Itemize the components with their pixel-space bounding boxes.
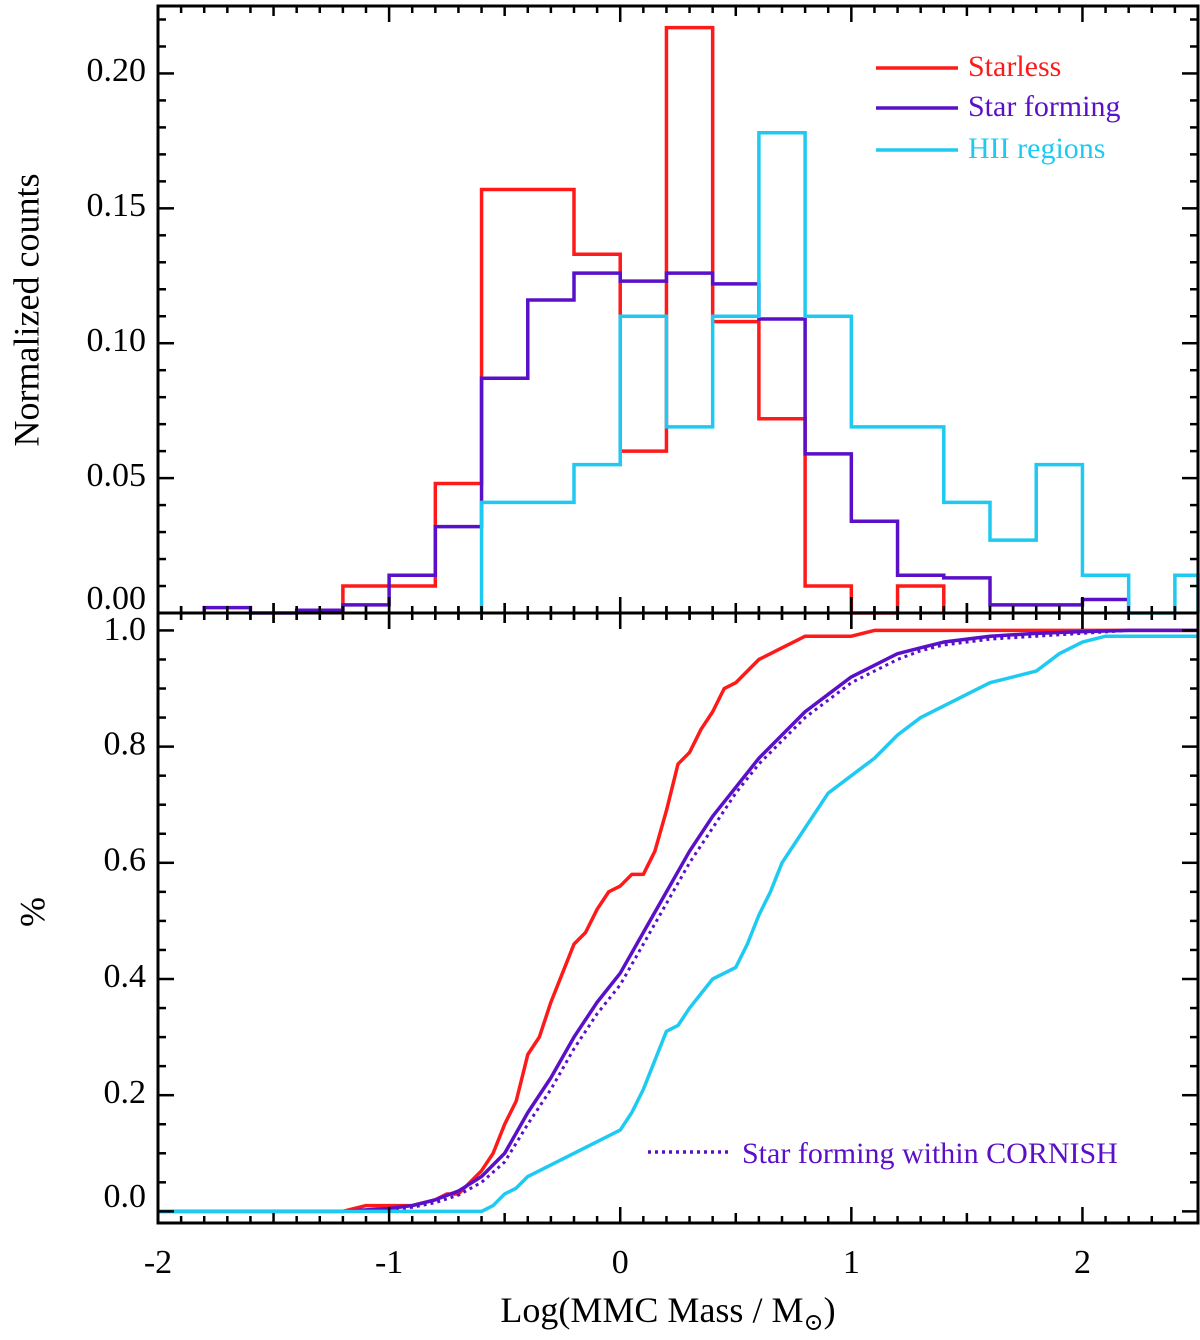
bottom-y-tick-label: 0.6: [104, 842, 147, 879]
bottom-y-tick-label: 1.0: [104, 611, 147, 648]
top-y-axis-title: Normalized counts: [6, 174, 46, 447]
top-y-tick-label: 0.10: [87, 322, 147, 359]
top-legend: Starless Star forming HII regions: [876, 50, 1120, 165]
x-axis-title-sun-symbol: ⊙: [803, 1310, 823, 1336]
bottom-cumulative-series: [158, 628, 1198, 1214]
legend-label-cornish: Star forming within CORNISH: [742, 1137, 1118, 1170]
legend-label-star-forming: Star forming: [968, 90, 1120, 123]
bottom-y-tick-label: 0.0: [104, 1178, 147, 1215]
legend-label-starless: Starless: [968, 50, 1061, 83]
x-tick-label: -1: [375, 1244, 403, 1281]
cumulative-line-star-forming-within-cornish: [158, 628, 1198, 1213]
histogram-hii-regions: [479, 131, 1200, 615]
legend-label-hii-regions: HII regions: [968, 132, 1105, 165]
axis-tick-labels: 0.00 0.05 0.10 0.15 0.20 0.0 0.2 0.4 0.6 0.8 1.0 -2…: [87, 52, 1091, 1281]
x-axis-title: Log(MMC Mass / M⊙): [500, 1290, 835, 1336]
x-tick-label: 2: [1074, 1244, 1091, 1281]
x-axis-title-close: ): [824, 1290, 836, 1330]
bottom-y-tick-label: 0.8: [104, 725, 147, 762]
histogram-starless: [341, 25, 946, 615]
x-axis-title-main: Log(MMC Mass / M: [500, 1290, 803, 1330]
bottom-y-tick-label: 0.4: [104, 958, 147, 995]
x-tick-label: 1: [843, 1244, 860, 1281]
bottom-legend: Star forming within CORNISH: [648, 1137, 1118, 1170]
top-y-tick-label: 0.20: [87, 52, 147, 89]
bottom-panel-frame: [156, 611, 1200, 1225]
bottom-y-axis-title: %: [12, 897, 52, 927]
x-tick-label: 0: [612, 1244, 629, 1281]
top-y-tick-label: 0.15: [87, 187, 147, 224]
top-y-tick-label: 0.00: [87, 580, 147, 617]
bottom-y-tick-label: 0.2: [104, 1074, 147, 1111]
cumulative-line-star-forming: [158, 628, 1198, 1214]
cumulative-line-starless: [158, 628, 1198, 1214]
cumulative-line-hii-regions: [158, 634, 1198, 1214]
top-y-tick-label: 0.05: [87, 457, 147, 494]
x-tick-label: -2: [144, 1244, 172, 1281]
